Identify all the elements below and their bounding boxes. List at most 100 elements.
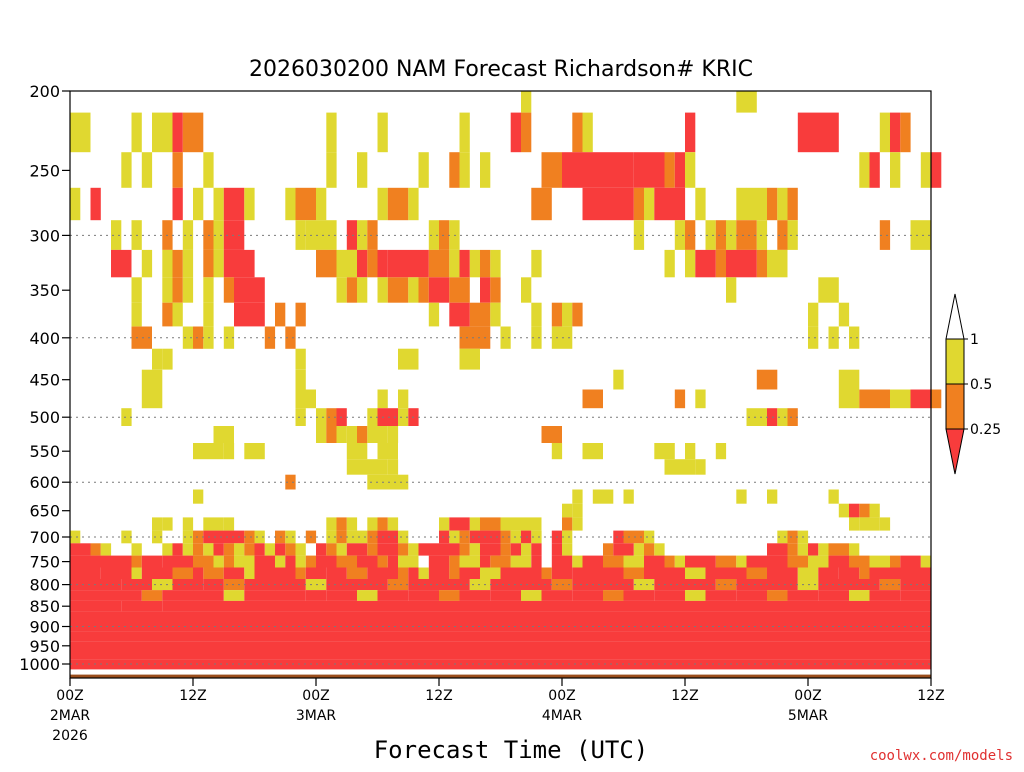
heat-cell xyxy=(70,530,81,544)
heat-cell xyxy=(172,579,204,591)
heat-cell xyxy=(367,517,378,531)
heat-cell xyxy=(920,152,932,188)
heat-cell xyxy=(346,277,358,303)
heat-cell xyxy=(172,567,193,579)
heat-cell xyxy=(562,611,624,622)
heat-cell xyxy=(859,567,870,579)
heat-cell xyxy=(633,543,645,556)
heat-cell xyxy=(726,277,737,303)
heat-cell xyxy=(285,543,296,556)
heat-cell xyxy=(603,187,634,221)
x-tick-label: 00Z xyxy=(794,688,821,704)
heat-cell xyxy=(767,543,788,556)
heat-cell xyxy=(582,443,603,460)
heat-cell xyxy=(510,543,521,556)
legend-swatch xyxy=(945,383,965,430)
heat-cell xyxy=(346,530,358,544)
heat-cell xyxy=(275,567,296,579)
heat-cell xyxy=(551,543,563,556)
legend-label: 1 xyxy=(970,332,979,348)
heat-cell xyxy=(398,408,409,426)
x-tick-date: 5MAR xyxy=(788,708,829,724)
heat-cell xyxy=(152,579,173,591)
heat-cell xyxy=(121,408,132,426)
heat-cell xyxy=(316,611,378,622)
heat-cell xyxy=(849,326,860,349)
heat-cell xyxy=(162,348,173,370)
heat-cell xyxy=(685,152,696,188)
heat-cell xyxy=(275,590,306,601)
heat-cell xyxy=(326,530,337,544)
heat-cell xyxy=(746,187,767,221)
heat-cell xyxy=(398,348,419,370)
heat-cell xyxy=(746,611,808,622)
heat-cell xyxy=(326,408,337,426)
heat-cell xyxy=(70,621,152,632)
heat-cell xyxy=(213,517,224,531)
heat-cell xyxy=(777,530,788,544)
heat-cell xyxy=(316,187,327,221)
heat-cell xyxy=(275,543,286,556)
heat-cell xyxy=(254,555,275,568)
heat-cell xyxy=(398,389,409,409)
heat-cell xyxy=(572,489,583,504)
heat-cell xyxy=(910,389,931,409)
heat-cell xyxy=(316,600,357,612)
heat-cell xyxy=(244,530,255,544)
y-tick-label: 400 xyxy=(29,329,60,348)
heat-cell xyxy=(838,369,860,390)
heat-cell xyxy=(162,555,194,568)
heat-cell xyxy=(777,408,788,426)
heat-cell xyxy=(531,555,542,568)
heat-cell xyxy=(869,555,890,568)
heat-cell xyxy=(685,112,696,153)
heat-cell xyxy=(849,517,860,531)
heat-cell xyxy=(603,567,624,579)
heat-cell xyxy=(223,579,245,591)
heat-cell xyxy=(131,277,142,303)
heat-cell xyxy=(469,249,481,278)
heat-cell xyxy=(541,590,573,601)
heat-cell xyxy=(736,555,747,568)
heat-cell xyxy=(623,590,655,601)
heat-cell xyxy=(316,408,327,426)
heat-cell xyxy=(408,579,440,591)
heat-cell xyxy=(787,590,819,601)
heat-cell xyxy=(367,249,378,278)
heat-cell xyxy=(736,91,757,113)
heat-cell xyxy=(797,543,809,556)
heat-cell xyxy=(633,152,665,188)
heat-cell xyxy=(377,249,388,278)
heat-cell xyxy=(172,152,183,188)
heat-cell xyxy=(193,567,204,579)
heat-cell xyxy=(182,249,194,278)
heat-cell xyxy=(193,543,204,556)
heat-cell xyxy=(162,517,173,531)
heat-cell xyxy=(767,555,788,568)
heat-cell xyxy=(70,600,122,612)
heat-cell xyxy=(387,459,399,475)
heat-cell xyxy=(346,543,368,556)
heat-cell xyxy=(797,112,839,153)
heat-cell xyxy=(377,543,398,556)
heat-cell xyxy=(459,249,470,278)
heat-cell xyxy=(685,611,747,622)
heat-cell xyxy=(346,443,368,460)
heat-cell xyxy=(828,489,839,504)
heat-cell xyxy=(469,517,481,531)
heat-cell xyxy=(521,543,532,556)
heat-cell xyxy=(162,600,194,612)
heat-cell xyxy=(715,220,727,250)
heat-cell xyxy=(336,517,347,531)
heat-cell xyxy=(695,187,706,221)
heat-cell xyxy=(316,543,327,556)
heat-cell xyxy=(193,611,255,622)
heat-cell xyxy=(480,600,521,612)
heat-cell xyxy=(603,152,634,188)
heat-cell xyxy=(141,389,163,409)
heat-cell xyxy=(582,187,603,221)
heat-cell xyxy=(767,600,808,612)
heat-cell xyxy=(408,543,419,556)
heat-cell xyxy=(674,220,686,250)
heat-cell xyxy=(326,543,337,556)
